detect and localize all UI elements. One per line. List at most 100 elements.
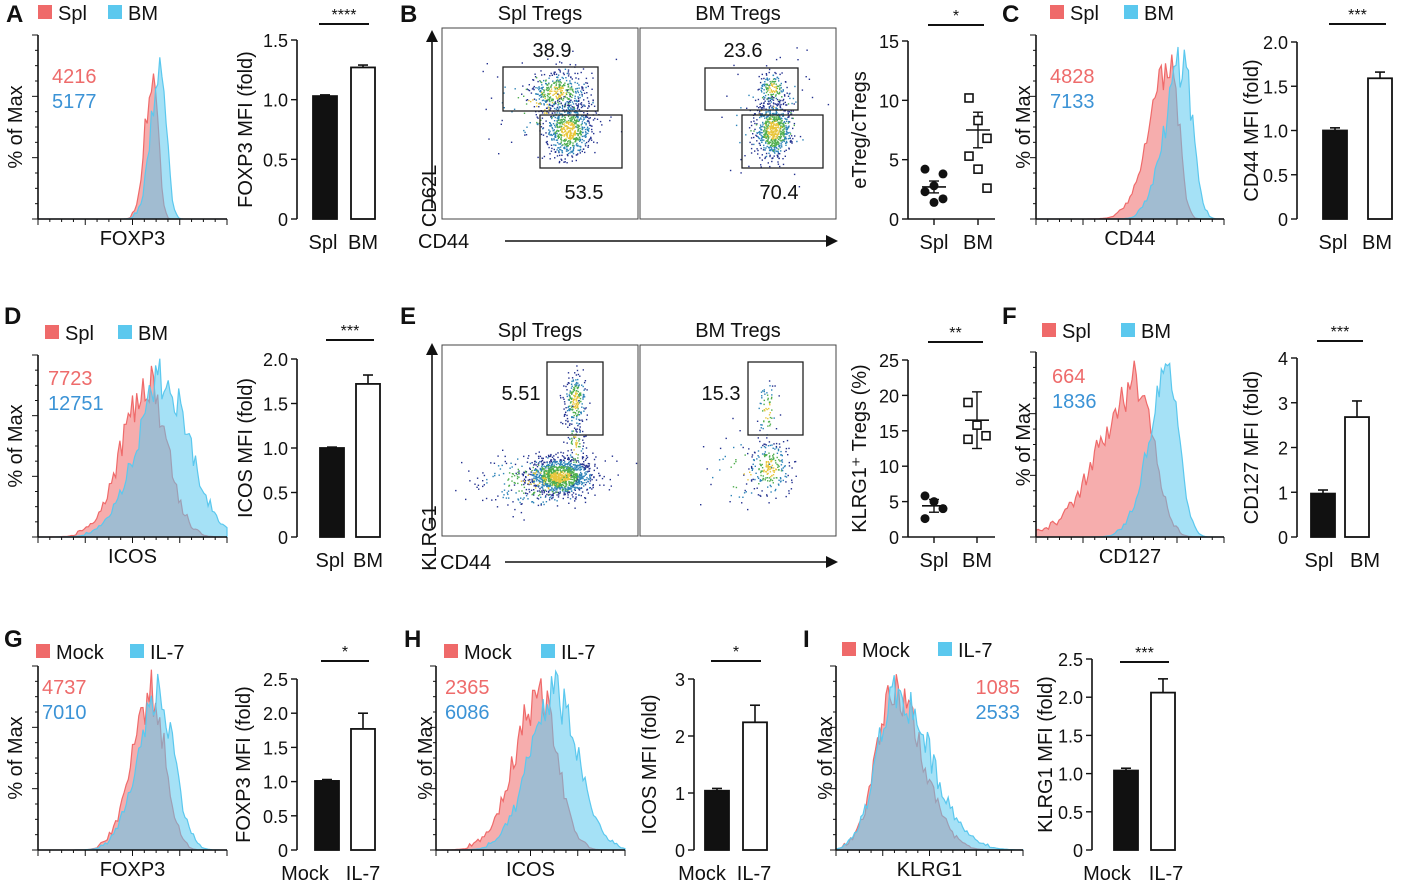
event-dot [548,455,550,458]
event-dot [585,418,588,421]
event-dot [577,468,579,471]
event-dot [557,471,559,473]
event-dot [785,142,787,144]
event-dot [572,468,574,470]
event-dot [776,463,778,466]
event-dot [557,126,559,129]
event-dot [553,103,555,106]
event-dot [587,130,590,132]
event-dot [757,149,759,152]
x-category-label: Spl [316,550,345,572]
event-dot [584,467,587,469]
event-dot [772,482,774,484]
event-dot [532,474,534,476]
event-dot [565,77,567,79]
event-dot [765,142,767,144]
event-dot [565,139,568,141]
event-dot [574,405,577,407]
event-dot [557,101,559,104]
x-category-label: Mock [678,863,727,880]
event-dot [565,121,567,123]
event-dot [537,93,539,95]
event-dot [575,433,577,435]
event-dot [775,497,777,499]
event-dot [587,100,590,103]
y-axis-label: % of Max [1013,85,1035,168]
event-dot [482,472,484,474]
plot-frame [441,27,639,220]
event-dot [775,86,777,88]
event-dot [555,473,557,475]
event-dot [772,131,774,134]
event-dot [773,82,775,85]
event-dot [525,134,528,136]
event-dot [551,476,553,479]
event-dot [772,116,774,118]
event-dot [545,82,547,85]
event-dot [576,124,578,126]
event-dot [762,130,765,132]
event-dot [535,471,538,473]
y-tick-label: 1.5 [263,31,288,51]
event-dot [541,469,543,472]
event-dot [615,58,618,61]
event-dot [765,88,768,91]
event-dot [570,475,573,477]
event-dot [580,474,582,477]
event-dot [571,122,574,124]
event-dot [581,419,583,421]
event-dot [542,468,544,470]
event-dot [779,460,781,462]
event-dot [527,482,529,485]
event-dot [780,144,783,146]
event-dot [583,394,585,396]
event-dot [575,418,578,420]
event-dot [769,404,771,406]
event-dot [567,469,570,471]
event-dot [570,387,573,389]
legend-label: Spl [65,323,94,345]
event-dot [557,462,559,465]
event-dot [769,480,771,482]
event-dot [557,76,559,79]
event-dot [561,90,563,92]
event-dot [759,402,761,405]
event-dot [772,118,774,121]
event-dot [529,122,531,124]
event-dot [562,396,564,399]
event-dot [584,479,586,481]
event-dot [767,425,769,427]
event-dot [590,136,592,139]
y-tick-label: 1.5 [263,395,288,415]
event-dot [572,148,575,151]
event-dot [577,481,579,483]
event-dot [548,77,550,79]
mfi-value-2: 2533 [976,702,1021,724]
event-dot [575,126,577,128]
event-dot [556,120,558,122]
event-dot [762,427,764,430]
event-dot [757,477,760,479]
event-dot [579,127,581,130]
event-dot [774,459,777,462]
event-dot [540,81,543,84]
event-dot [775,488,777,491]
event-dot [570,83,573,85]
event-dot [563,482,565,484]
event-dot [567,152,570,155]
event-dot [777,151,780,154]
event-dot [570,470,572,472]
event-dot [521,490,523,492]
bar-mock [704,789,730,851]
event-dot [565,138,567,140]
event-dot [596,118,599,120]
y-tick-label: 0 [278,210,288,230]
legend-label: Mock [862,640,911,662]
event-dot [556,106,559,109]
event-dot [765,127,767,129]
event-dot [572,473,575,476]
event-dot [555,139,558,141]
event-dot [811,96,814,99]
event-dot [583,92,586,94]
event-dot [574,97,576,100]
